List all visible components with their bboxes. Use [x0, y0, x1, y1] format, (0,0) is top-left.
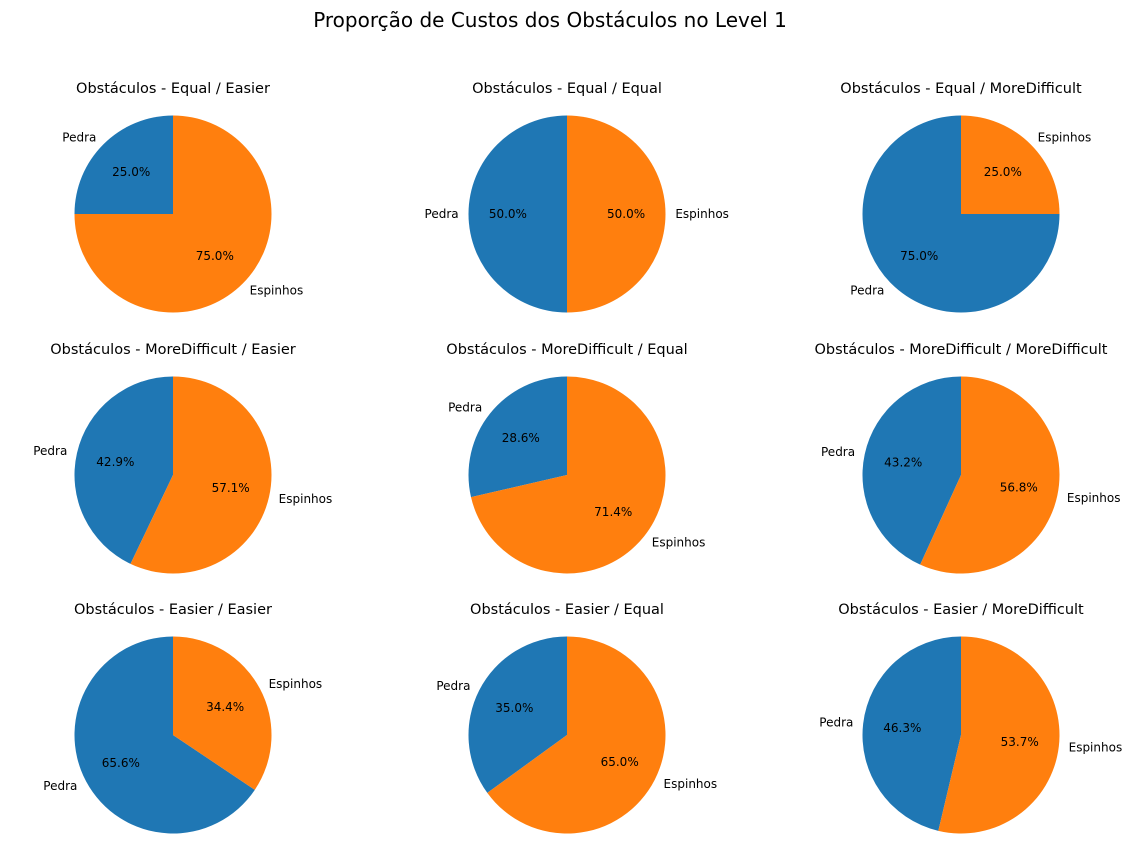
slice-percentage: 65.0% [601, 755, 639, 769]
slice-label-pedra: Pedra [448, 401, 482, 415]
pie-slice-pedra [468, 636, 567, 793]
pie-chart: Obstáculos - Easier / Easier Pedra 65.6% Es… [43, 602, 322, 834]
pie-slice-pedra [74, 376, 173, 564]
slice-label-pedra: Pedra [821, 445, 855, 459]
slice-percentage: 75.0% [196, 249, 234, 263]
slice-percentage: 43.2% [884, 455, 922, 469]
pie-title: Obstáculos - Equal / Equal [472, 81, 662, 97]
pie-slice-espinhos [567, 115, 666, 313]
pie-slice-espinhos [961, 115, 1060, 214]
slice-percentage: 71.4% [594, 505, 632, 519]
pie-chart: Obstáculos - Equal / MoreDifficult Pedra 7… [840, 81, 1091, 313]
pie-chart: Obstáculos - MoreDifficult / Easier Pedra… [33, 342, 332, 574]
pie-slice-espinhos [938, 636, 1060, 834]
pie-chart: Obstáculos - Equal / Easier Pedra 25.0% Esp… [62, 81, 303, 313]
pie-slice-pedra [468, 376, 567, 498]
pie-title: Obstáculos - Easier / MoreDifficult [838, 602, 1084, 618]
slice-label-espinhos: Espinhos [1038, 130, 1092, 144]
pie-slice-espinhos [74, 115, 272, 313]
slice-label-pedra: Pedra [425, 207, 459, 221]
slice-label-pedra: Pedra [43, 779, 77, 793]
slice-percentage: 34.4% [206, 700, 244, 714]
pie-slice-pedra [862, 636, 961, 831]
slice-label-espinhos: Espinhos [1067, 491, 1121, 505]
slice-label-pedra: Pedra [62, 130, 96, 144]
slice-label-espinhos: Espinhos [675, 207, 729, 221]
pie-slice-espinhos [487, 636, 666, 834]
slice-label-espinhos: Espinhos [664, 777, 718, 791]
pie-grid: Obstáculos - Equal / Easier Pedra 25.0% Esp… [33, 81, 1122, 834]
pie-chart: Obstáculos - Equal / Equal Pedra 50.0% Espi… [425, 81, 729, 313]
slice-percentage: 46.3% [883, 721, 921, 735]
slice-percentage: 75.0% [900, 249, 938, 263]
slice-percentage: 35.0% [495, 701, 533, 715]
slice-percentage: 57.1% [212, 481, 250, 495]
pie-title: Obstáculos - Easier / Easier [74, 602, 272, 618]
pie-chart: Obstáculos - Easier / Equal Pedra 35.0% Esp… [436, 602, 717, 834]
pie-chart: Obstáculos - MoreDifficult / MoreDifficu… [815, 342, 1121, 574]
pie-chart: Obstáculos - MoreDifficult / Equal Pedra 2… [446, 342, 705, 574]
pie-slice-pedra [74, 636, 255, 834]
pie-slice-pedra [74, 115, 173, 214]
slice-percentage: 25.0% [984, 165, 1022, 179]
pie-slice-pedra [468, 115, 567, 313]
slice-label-espinhos: Espinhos [269, 677, 323, 691]
pie-title: Obstáculos - MoreDifficult / Easier [50, 342, 295, 358]
slice-percentage: 65.6% [102, 756, 140, 770]
pie-slice-espinhos [130, 376, 272, 574]
slice-label-pedra: Pedra [819, 715, 853, 729]
slice-percentage: 53.7% [1001, 735, 1039, 749]
pie-slice-espinhos [920, 376, 1060, 574]
pie-title: Obstáculos - Easier / Equal [470, 602, 664, 618]
slice-label-pedra: Pedra [33, 444, 67, 458]
pie-slice-espinhos [173, 636, 272, 790]
figure-title: Proporção de Custos dos Obstáculos no Le… [313, 8, 787, 32]
pie-slice-espinhos [471, 376, 666, 574]
slice-label-espinhos: Espinhos [279, 492, 333, 506]
slice-label-espinhos: Espinhos [250, 284, 304, 298]
pie-chart: Obstáculos - Easier / MoreDifficult Pedra… [819, 602, 1122, 834]
pie-title: Obstáculos - Equal / MoreDifficult [840, 81, 1082, 97]
slice-percentage: 25.0% [112, 165, 150, 179]
slice-label-pedra: Pedra [850, 284, 884, 298]
pie-title: Obstáculos - Equal / Easier [76, 81, 270, 97]
slice-percentage: 50.0% [489, 207, 527, 221]
slice-label-espinhos: Espinhos [652, 535, 706, 549]
slice-percentage: 50.0% [607, 207, 645, 221]
slice-label-pedra: Pedra [436, 679, 470, 693]
slice-percentage: 28.6% [502, 431, 540, 445]
slice-percentage: 56.8% [1000, 481, 1038, 495]
slice-label-espinhos: Espinhos [1069, 741, 1123, 755]
pie-title: Obstáculos - MoreDifficult / MoreDifficu… [815, 342, 1108, 358]
slice-percentage: 42.9% [96, 455, 134, 469]
pie-title: Obstáculos - MoreDifficult / Equal [446, 342, 687, 358]
pie-slice-pedra [862, 376, 961, 565]
